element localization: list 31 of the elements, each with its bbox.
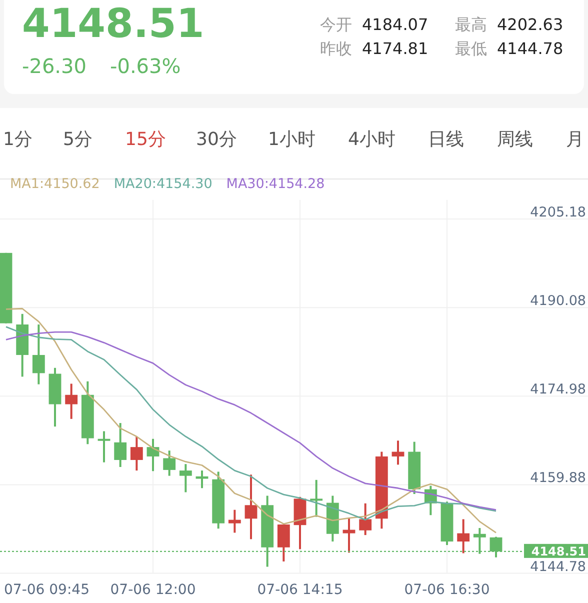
x-tick-label: 07-06 14:15	[257, 582, 343, 598]
text: 昨收	[320, 39, 352, 58]
text: 4202.63	[497, 15, 564, 34]
legend: MA1:4150.62 MA20:4154.30 MA30:4154.28	[10, 176, 325, 192]
text: 最低	[455, 39, 487, 58]
x-tick-label: 07-06 12:00	[110, 582, 196, 598]
category-label: 月	[566, 129, 584, 150]
category-label: 30分	[196, 129, 237, 150]
text: 4148.51	[22, 1, 204, 47]
text: 4184.07	[362, 15, 428, 34]
category-label: 1小时	[268, 129, 316, 150]
y-tick-label: 4144.78	[530, 558, 586, 575]
category-label: 4小时	[348, 129, 396, 150]
y-tick-label: 4205.18	[530, 204, 586, 221]
text: 4174.81	[362, 39, 428, 58]
text: 今开	[320, 15, 352, 34]
text: 07-06 09:45	[4, 582, 90, 598]
category-label: 15分	[125, 129, 166, 150]
text: -0.63%	[110, 54, 181, 78]
category-label: 周线	[497, 129, 533, 150]
text: -26.30	[22, 54, 86, 78]
text: 最高	[455, 15, 487, 34]
ref-line-label: 4148.51	[531, 544, 586, 559]
y-tick-label: 4174.98	[530, 382, 586, 398]
x-tick-label: 07-06 16:30	[404, 582, 490, 598]
category-label: 5分	[63, 129, 92, 150]
y-tick-label: 4159.88	[530, 470, 586, 486]
category-label: 日线	[428, 129, 464, 150]
text: 4144.78	[497, 39, 564, 58]
category-label: 1分	[3, 129, 32, 150]
y-tick-label: 4190.08	[530, 293, 586, 310]
